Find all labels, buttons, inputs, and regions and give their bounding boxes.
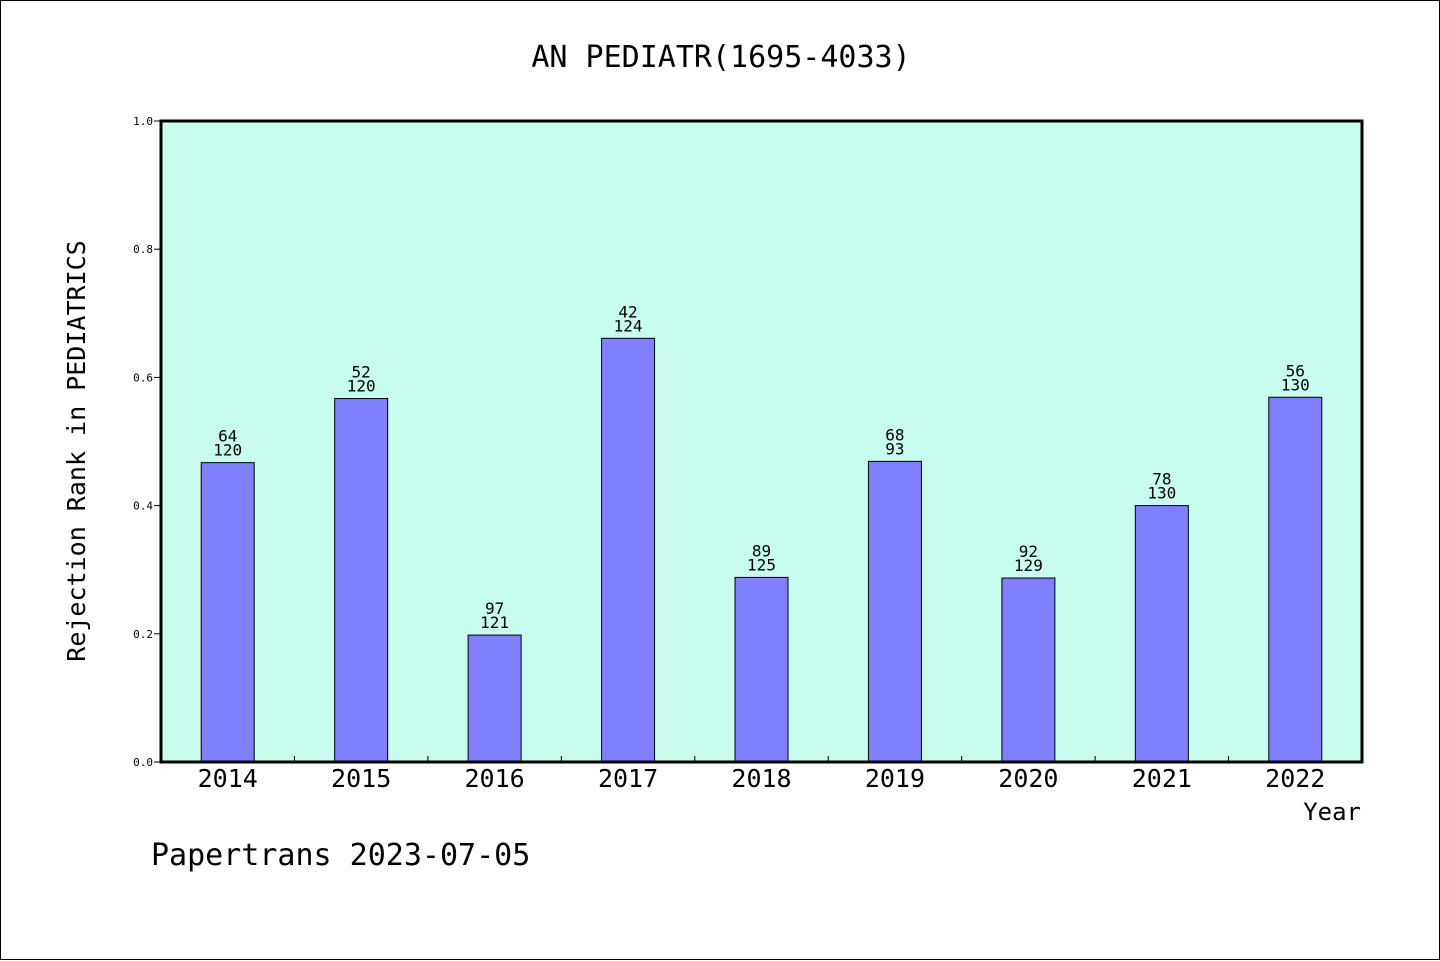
bar-2014 bbox=[200, 462, 255, 763]
x-tick-label: 2020 bbox=[998, 764, 1058, 793]
x-tick-label: 2021 bbox=[1132, 764, 1192, 793]
footer-credit: Papertrans 2023-07-05 bbox=[151, 838, 530, 873]
x-tick-label: 2022 bbox=[1265, 764, 1325, 793]
y-tick-label: 0.2 bbox=[133, 628, 153, 641]
chart-title: AN PEDIATR(1695-4033) bbox=[531, 40, 910, 75]
x-tick-label: 2017 bbox=[598, 764, 658, 793]
bar-total-label: 129 bbox=[1014, 556, 1043, 575]
y-tick-label: 1.0 bbox=[133, 115, 153, 128]
y-tick-label: 0.6 bbox=[133, 371, 153, 384]
bar-rank-label: 97 bbox=[485, 599, 504, 618]
bar-2019 bbox=[867, 460, 922, 763]
bar-total-label: 130 bbox=[1147, 484, 1176, 503]
bar-total-label: 121 bbox=[480, 613, 509, 632]
bar-2015 bbox=[334, 398, 389, 763]
bar-total-label: 120 bbox=[213, 441, 242, 460]
bar-total-label: 93 bbox=[885, 439, 904, 458]
y-tick-label: 0.4 bbox=[133, 500, 153, 513]
x-tick-label: 2016 bbox=[465, 764, 525, 793]
x-tick-label: 2015 bbox=[331, 764, 391, 793]
x-tick-label: 2018 bbox=[731, 764, 791, 793]
plot-border bbox=[159, 119, 1364, 764]
bar-2021 bbox=[1134, 505, 1189, 763]
bar-rank-label: 92 bbox=[1019, 542, 1038, 561]
bar-total-label: 120 bbox=[347, 377, 376, 396]
bar-total-label: 124 bbox=[614, 316, 643, 335]
x-tick-label: 2014 bbox=[198, 764, 258, 793]
bar-rank-label: 56 bbox=[1286, 361, 1305, 380]
bar-rank-label: 64 bbox=[218, 427, 237, 446]
bar-rank-label: 78 bbox=[1152, 470, 1171, 489]
x-axis-label: Year bbox=[1303, 798, 1361, 826]
bar-2016 bbox=[467, 634, 522, 763]
bar-total-label: 130 bbox=[1281, 375, 1310, 394]
plot-area: 0.00.20.40.60.81.06412020145212020159712… bbox=[133, 115, 1364, 793]
bar-rank-label: 89 bbox=[752, 541, 771, 560]
bar-rank-label: 52 bbox=[352, 363, 371, 382]
x-tick-label: 2019 bbox=[865, 764, 925, 793]
bar-2018 bbox=[734, 576, 789, 763]
y-tick-label: 0.8 bbox=[133, 243, 153, 256]
bar-total-label: 125 bbox=[747, 555, 776, 574]
bar-rank-label: 68 bbox=[885, 425, 904, 444]
y-tick-label: 0.0 bbox=[133, 756, 153, 769]
y-axis-label: Rejection Rank in PEDIATRICS bbox=[62, 240, 91, 661]
bar-2017 bbox=[601, 337, 656, 763]
bar-rank-label: 42 bbox=[618, 302, 637, 321]
bar-2022 bbox=[1268, 396, 1323, 763]
bar-2020 bbox=[1001, 577, 1056, 763]
